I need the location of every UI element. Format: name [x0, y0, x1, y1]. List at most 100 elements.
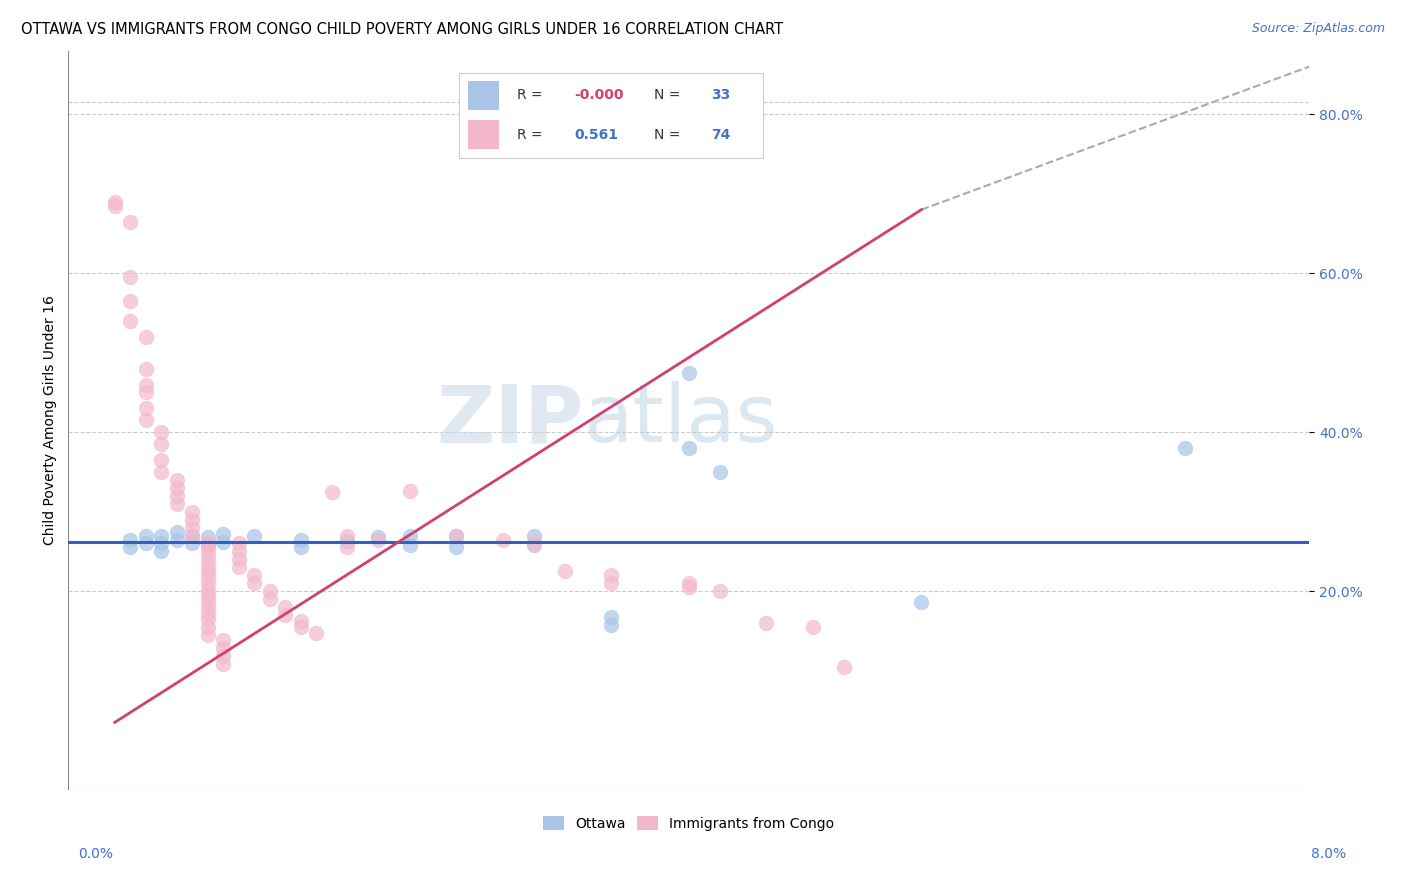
Point — [678, 576, 700, 591]
Point — [336, 528, 359, 542]
Point — [678, 580, 700, 594]
Point — [135, 413, 157, 427]
Point — [135, 361, 157, 376]
Point — [120, 294, 142, 309]
Point — [197, 582, 219, 597]
Point — [197, 535, 219, 549]
Point — [398, 528, 420, 542]
Point — [197, 628, 219, 642]
Point — [166, 497, 188, 511]
Point — [150, 536, 173, 550]
Point — [197, 607, 219, 621]
Point — [709, 584, 731, 599]
Point — [523, 528, 546, 542]
Point — [243, 568, 266, 582]
Point — [228, 536, 250, 550]
Point — [197, 552, 219, 566]
Point — [1174, 441, 1197, 455]
Point — [150, 425, 173, 440]
Point — [166, 524, 188, 539]
Point — [212, 641, 235, 656]
Point — [166, 533, 188, 547]
Point — [228, 552, 250, 566]
Point — [290, 541, 312, 555]
Point — [259, 592, 281, 607]
Point — [120, 214, 142, 228]
Text: atlas: atlas — [583, 381, 778, 459]
Point — [181, 528, 204, 542]
Point — [801, 620, 824, 634]
Point — [212, 527, 235, 541]
Point — [104, 194, 127, 209]
Point — [678, 441, 700, 455]
Point — [197, 593, 219, 607]
Point — [444, 541, 467, 555]
Point — [197, 600, 219, 615]
Point — [181, 536, 204, 550]
Point — [197, 588, 219, 602]
Point — [274, 607, 297, 622]
Point — [910, 594, 932, 608]
Point — [120, 314, 142, 328]
Point — [197, 564, 219, 578]
Text: 8.0%: 8.0% — [1312, 847, 1346, 861]
Point — [135, 528, 157, 542]
Point — [150, 437, 173, 451]
Point — [367, 530, 389, 544]
Point — [120, 541, 142, 555]
Point — [212, 535, 235, 549]
Text: OTTAWA VS IMMIGRANTS FROM CONGO CHILD POVERTY AMONG GIRLS UNDER 16 CORRELATION C: OTTAWA VS IMMIGRANTS FROM CONGO CHILD PO… — [21, 22, 783, 37]
Point — [228, 560, 250, 574]
Point — [336, 541, 359, 555]
Point — [274, 600, 297, 615]
Point — [491, 533, 513, 547]
Point — [243, 576, 266, 591]
Point — [290, 620, 312, 634]
Text: 0.0%: 0.0% — [79, 847, 112, 861]
Point — [398, 483, 420, 498]
Point — [197, 570, 219, 584]
Legend: Ottawa, Immigrants from Congo: Ottawa, Immigrants from Congo — [538, 810, 839, 836]
Point — [398, 538, 420, 552]
Point — [523, 538, 546, 552]
Point — [600, 617, 623, 632]
Point — [104, 199, 127, 213]
Point — [135, 377, 157, 392]
Point — [166, 489, 188, 503]
Point — [259, 584, 281, 599]
Point — [212, 649, 235, 664]
Point — [197, 530, 219, 544]
Point — [444, 528, 467, 542]
Point — [166, 473, 188, 487]
Point — [150, 528, 173, 542]
Text: ZIP: ZIP — [436, 381, 583, 459]
Point — [197, 541, 219, 555]
Point — [181, 528, 204, 542]
Point — [181, 520, 204, 534]
Point — [120, 270, 142, 285]
Point — [243, 528, 266, 542]
Point — [336, 534, 359, 549]
Point — [135, 330, 157, 344]
Point — [197, 612, 219, 626]
Point — [600, 576, 623, 591]
Point — [135, 385, 157, 400]
Point — [197, 546, 219, 560]
Point — [305, 625, 328, 640]
Point — [212, 657, 235, 672]
Point — [554, 564, 576, 578]
Text: Source: ZipAtlas.com: Source: ZipAtlas.com — [1251, 22, 1385, 36]
Point — [212, 633, 235, 648]
Point — [197, 538, 219, 552]
Point — [197, 558, 219, 573]
Point — [755, 615, 778, 630]
Point — [150, 465, 173, 479]
Point — [709, 465, 731, 479]
Point — [444, 528, 467, 542]
Point — [321, 484, 343, 499]
Point — [832, 659, 855, 673]
Point — [181, 513, 204, 527]
Point — [228, 544, 250, 558]
Point — [290, 615, 312, 629]
Point — [523, 536, 546, 550]
